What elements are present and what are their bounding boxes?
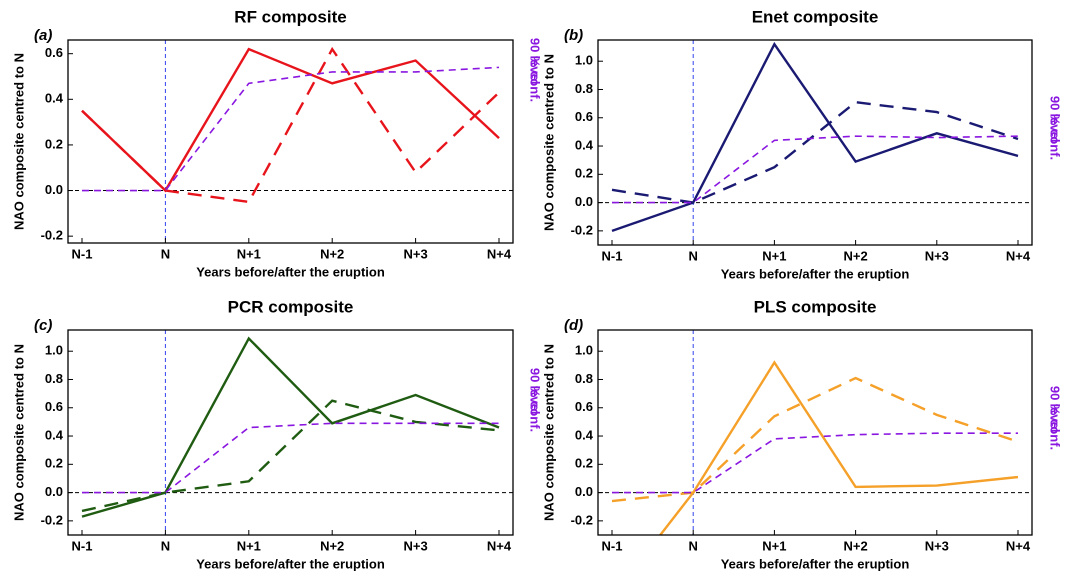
x-tick-label: N+1 xyxy=(762,538,786,553)
y2-axis-label: level xyxy=(528,56,543,85)
y-tick-label: 0.6 xyxy=(45,45,63,60)
x-tick-label: N+3 xyxy=(403,538,427,553)
y-axis-label: NAO composite centred to N xyxy=(11,344,26,521)
x-tick-label: N+4 xyxy=(1006,248,1031,263)
y-tick-label: 0.0 xyxy=(45,182,63,197)
series-line xyxy=(81,336,500,518)
y-tick-label: -0.2 xyxy=(41,228,63,243)
series-line xyxy=(82,66,500,192)
y-tick-label: 0.4 xyxy=(45,427,64,442)
x-tick-label: N+2 xyxy=(320,538,344,553)
y2-axis-label: 90 % conf. xyxy=(1048,96,1063,160)
x-tick-label: N+2 xyxy=(320,246,344,261)
panel-title: PCR composite xyxy=(228,297,354,316)
x-axis-label: Years before/after the eruption xyxy=(196,264,385,279)
x-tick-label: N+2 xyxy=(843,248,867,263)
x-tick-label: N xyxy=(689,248,698,263)
plot-frame xyxy=(597,329,1033,536)
series-line xyxy=(82,422,499,494)
y-tick-label: -0.2 xyxy=(571,512,593,527)
plot-frame xyxy=(67,39,514,244)
y-tick-label: -0.2 xyxy=(571,222,593,237)
series-line xyxy=(658,360,1019,535)
y-axis-label: NAO composite centred to N xyxy=(541,344,556,521)
x-tick-label: N+2 xyxy=(843,538,867,553)
series-line xyxy=(81,46,500,204)
x-tick-label: N+1 xyxy=(762,248,786,263)
series-line xyxy=(612,135,1019,204)
x-tick-label: N+3 xyxy=(925,538,949,553)
y-tick-label: 0.6 xyxy=(575,109,593,124)
x-tick-label: N-1 xyxy=(72,246,93,261)
y-axis-label: NAO composite centred to N xyxy=(541,54,556,231)
y-tick-label: 0.6 xyxy=(575,399,593,414)
x-tick-label: N+3 xyxy=(403,246,427,261)
x-tick-label: N xyxy=(161,246,170,261)
y-tick-label: 0.2 xyxy=(45,136,63,151)
y-tick-label: 0.2 xyxy=(45,456,63,471)
panel-title: PLS composite xyxy=(754,297,877,316)
y2-axis-label: level xyxy=(528,386,543,415)
y-tick-label: 0.2 xyxy=(575,456,593,471)
y-tick-label: 0.4 xyxy=(575,427,594,442)
x-tick-label: N+4 xyxy=(487,538,512,553)
y-tick-label: 0.4 xyxy=(45,91,64,106)
y-tick-label: 0.8 xyxy=(575,81,593,96)
y-tick-label: 1.0 xyxy=(575,53,593,68)
y2-axis-label: level xyxy=(1048,114,1063,143)
panel-label: (a) xyxy=(34,27,52,44)
y2-axis-label: 90 % conf. xyxy=(528,368,543,432)
x-tick-label: N+3 xyxy=(925,248,949,263)
panel-label: (c) xyxy=(34,317,52,334)
series-line xyxy=(611,100,1019,204)
x-tick-label: N+1 xyxy=(237,246,261,261)
x-axis-label: Years before/after the eruption xyxy=(196,556,385,571)
y-tick-label: 0.4 xyxy=(575,137,594,152)
y-tick-label: 1.0 xyxy=(45,343,63,358)
x-tick-label: N-1 xyxy=(602,248,623,263)
y-tick-label: 0.0 xyxy=(45,484,63,499)
series-line xyxy=(81,399,500,513)
series-line xyxy=(81,47,500,193)
x-tick-label: N+4 xyxy=(1006,538,1031,553)
panel-title: Enet composite xyxy=(752,7,879,26)
x-tick-label: N-1 xyxy=(72,538,93,553)
y2-axis-label: 90 % conf. xyxy=(528,38,543,102)
y-tick-label: 0.8 xyxy=(575,371,593,386)
series-line xyxy=(612,432,1018,494)
x-axis-label: Years before/after the eruption xyxy=(721,556,910,571)
y-tick-label: 1.0 xyxy=(575,343,593,358)
plot-frame xyxy=(67,329,514,536)
plot-frame xyxy=(597,39,1033,246)
y-tick-label: 0.2 xyxy=(575,166,593,181)
y-axis-label: NAO composite centred to N xyxy=(11,53,26,230)
y-tick-label: 0.0 xyxy=(575,194,593,209)
y-tick-label: 0.6 xyxy=(45,399,63,414)
y2-axis-label: 90 % conf. xyxy=(1048,386,1063,450)
x-tick-label: N xyxy=(689,538,698,553)
y2-axis-label: level xyxy=(1048,404,1063,433)
x-tick-label: N-1 xyxy=(602,538,623,553)
x-axis-label: Years before/after the eruption xyxy=(721,266,910,281)
series-line xyxy=(611,41,1019,232)
y-tick-label: -0.2 xyxy=(41,512,63,527)
panel-title: RF composite xyxy=(234,7,346,26)
x-tick-label: N+1 xyxy=(237,538,261,553)
panel-label: (d) xyxy=(564,317,583,334)
x-tick-label: N xyxy=(161,538,170,553)
y-tick-label: 0.8 xyxy=(45,371,63,386)
panel-label: (b) xyxy=(564,27,583,44)
series-line xyxy=(611,376,1019,503)
y-tick-label: 0.0 xyxy=(575,484,593,499)
x-tick-label: N+4 xyxy=(487,246,512,261)
